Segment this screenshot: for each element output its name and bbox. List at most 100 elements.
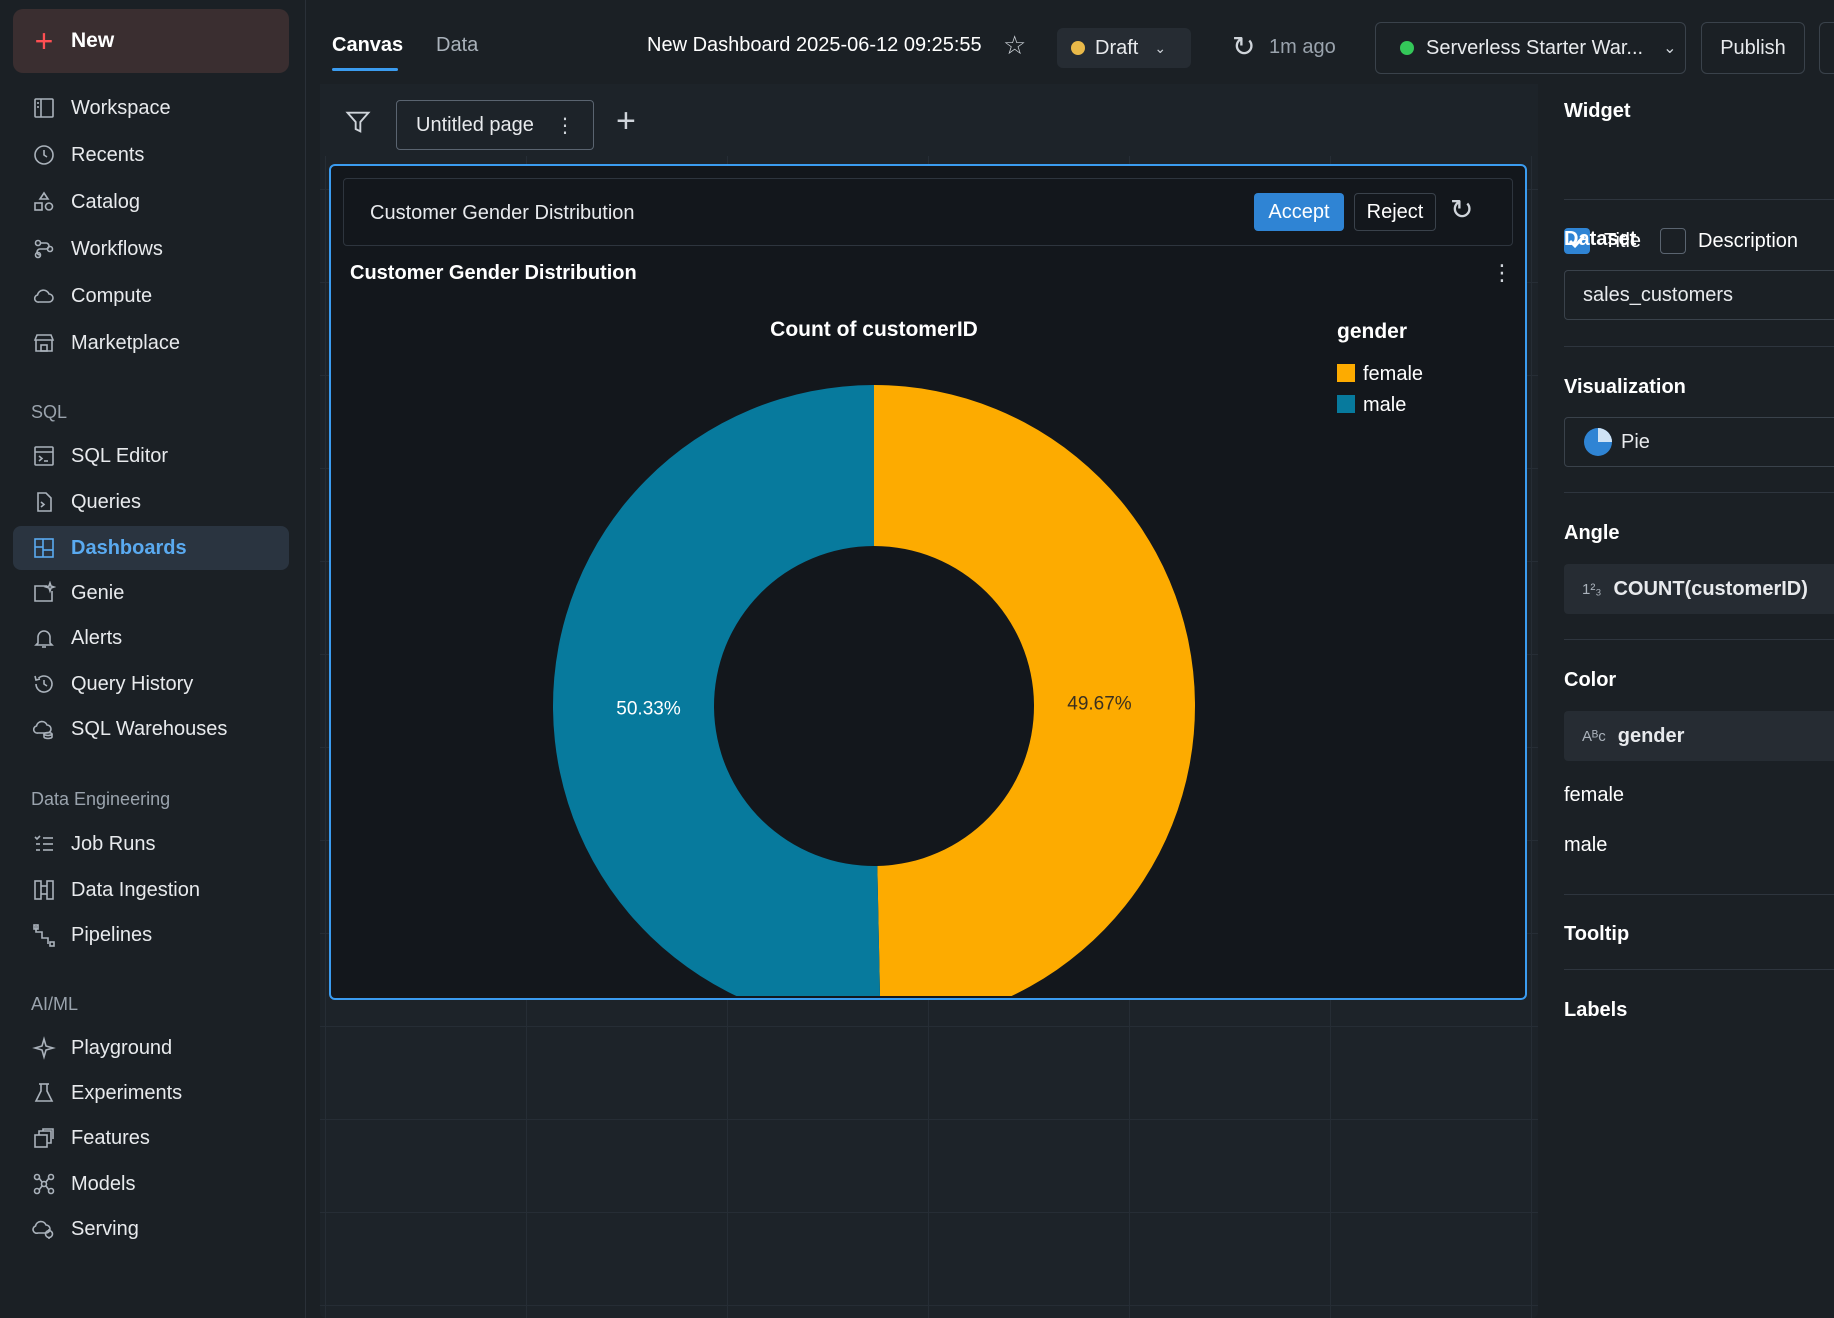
sidebar-item-compute[interactable]: Compute xyxy=(13,274,289,318)
publish-button[interactable]: Publish xyxy=(1701,22,1805,74)
tooltip-heading[interactable]: Tooltip xyxy=(1564,923,1630,945)
section-label-data-engineering: Data Engineering xyxy=(31,789,171,809)
sidebar-item-label: SQL Editor xyxy=(71,444,169,467)
visualization-label: Pie xyxy=(1621,430,1650,453)
tab-data[interactable]: Data xyxy=(436,34,479,56)
sidebar-item-label: Models xyxy=(71,1172,136,1195)
sidebar-item-sql-warehouses[interactable]: SQL Warehouses xyxy=(13,707,289,751)
legend-swatch-male xyxy=(1337,395,1355,413)
reject-button[interactable]: Reject xyxy=(1354,193,1436,231)
sidebar-item-serving[interactable]: Serving xyxy=(13,1207,289,1251)
widget-menu-icon[interactable]: ⋮ xyxy=(1491,260,1513,285)
description-checkbox[interactable] xyxy=(1660,228,1686,254)
color-value-male[interactable]: male xyxy=(1564,834,1608,856)
sidebar-item-dashboards[interactable]: Dashboards xyxy=(13,526,289,570)
workspace-icon xyxy=(31,95,57,121)
serving-icon xyxy=(31,1216,57,1242)
sidebar-item-queries[interactable]: Queries xyxy=(13,480,289,524)
legend-item-male[interactable]: male xyxy=(1363,394,1406,416)
job-runs-icon xyxy=(31,831,57,857)
add-page-icon[interactable]: + xyxy=(616,102,636,140)
draft-status-dot xyxy=(1071,41,1085,55)
sidebar-item-label: Dashboards xyxy=(71,536,187,559)
sql-editor-icon xyxy=(31,443,57,469)
color-value-female[interactable]: female xyxy=(1564,784,1625,806)
regenerate-icon[interactable]: ↻ xyxy=(1450,194,1474,225)
divider xyxy=(1564,639,1834,640)
sidebar-item-experiments[interactable]: Experiments xyxy=(13,1071,289,1115)
sidebar-item-label: Job Runs xyxy=(71,832,156,855)
pie-slice-female[interactable] xyxy=(874,385,1195,996)
sidebar-item-data-ingestion[interactable]: Data Ingestion xyxy=(13,868,289,912)
filter-icon[interactable] xyxy=(344,108,372,142)
catalog-icon xyxy=(31,189,57,215)
dataset-selector[interactable]: sales_customers xyxy=(1564,270,1834,320)
divider xyxy=(1564,969,1834,970)
more-actions-button[interactable] xyxy=(1819,22,1834,74)
section-label-sql: SQL xyxy=(31,402,68,422)
dashboards-icon xyxy=(31,535,57,561)
description-checkbox-label: Description xyxy=(1698,230,1799,252)
sidebar-item-playground[interactable]: Playground xyxy=(13,1026,289,1070)
widget-section-heading: Widget xyxy=(1564,100,1631,122)
sidebar-item-workspace[interactable]: Workspace xyxy=(13,86,289,130)
warehouse-status-dot xyxy=(1400,41,1414,55)
sidebar-item-features[interactable]: Features xyxy=(13,1116,289,1160)
warehouse-selector[interactable]: Serverless Starter War... ⌄ xyxy=(1375,22,1686,74)
sparkle-icon xyxy=(31,1035,57,1061)
sidebar-item-query-history[interactable]: Query History xyxy=(13,662,289,706)
warehouse-label: Serverless Starter War... xyxy=(1426,36,1644,59)
draft-status-dropdown[interactable]: Draft ⌄ xyxy=(1057,28,1191,68)
sidebar-item-job-runs[interactable]: Job Runs xyxy=(13,822,289,866)
string-type-icon: Aᴮc xyxy=(1582,727,1606,745)
dashboard-title[interactable]: New Dashboard 2025-06-12 09:25:55 xyxy=(647,34,982,56)
dashboard-canvas: Untitled page ⋮ + Customer Gender Distri… xyxy=(320,84,1538,1318)
kebab-icon[interactable]: ⋮ xyxy=(555,115,575,137)
page-tab[interactable]: Untitled page ⋮ xyxy=(396,100,594,150)
ai-prompt-text[interactable]: Customer Gender Distribution xyxy=(370,202,635,224)
sidebar: + New Workspace Recents Catalog Workflow… xyxy=(0,0,306,1318)
sidebar-item-workflows[interactable]: Workflows xyxy=(13,227,289,271)
pie-slice-male[interactable] xyxy=(553,385,881,996)
legend-item-female[interactable]: female xyxy=(1363,363,1423,385)
sidebar-item-recents[interactable]: Recents xyxy=(13,133,289,177)
sidebar-item-alerts[interactable]: Alerts xyxy=(13,616,289,660)
sidebar-item-label: Recents xyxy=(71,143,145,166)
refresh-icon[interactable]: ↻ xyxy=(1232,31,1256,62)
chart-subtitle: Count of customerID xyxy=(770,318,978,341)
chart-widget[interactable]: Customer Gender Distribution Accept Reje… xyxy=(329,164,1527,1000)
sidebar-item-pipelines[interactable]: Pipelines xyxy=(13,913,289,957)
color-field-chip[interactable]: Aᴮc gender xyxy=(1564,711,1834,761)
new-button[interactable]: + New xyxy=(13,9,289,73)
color-field-label: gender xyxy=(1617,724,1685,747)
chevron-down-icon: ⌄ xyxy=(1663,40,1677,57)
sidebar-item-label: SQL Warehouses xyxy=(71,717,228,740)
pie-slices: 49.67% 50.33% xyxy=(553,385,1195,996)
workflows-icon xyxy=(31,236,57,262)
title-checkbox-label: Title xyxy=(1604,230,1642,252)
genie-icon xyxy=(31,580,57,606)
visualization-selector[interactable]: Pie xyxy=(1564,417,1834,467)
bell-icon xyxy=(31,625,57,651)
slice-label-male: 50.33% xyxy=(616,698,681,719)
pie-chart-icon xyxy=(1584,428,1612,456)
divider xyxy=(1564,199,1834,200)
flask-icon xyxy=(31,1080,57,1106)
angle-field-chip[interactable]: 1²₃ COUNT(customerID) xyxy=(1564,564,1834,614)
tab-canvas[interactable]: Canvas xyxy=(332,34,404,56)
warehouse-icon xyxy=(31,716,57,742)
sidebar-item-models[interactable]: Models xyxy=(13,1162,289,1206)
star-icon[interactable]: ☆ xyxy=(1003,30,1027,60)
sidebar-item-genie[interactable]: Genie xyxy=(13,571,289,615)
page-tab-label: Untitled page xyxy=(416,113,534,136)
sidebar-item-marketplace[interactable]: Marketplace xyxy=(13,321,289,365)
sidebar-item-label: Pipelines xyxy=(71,923,153,946)
sidebar-item-label: Queries xyxy=(71,490,142,513)
dataset-heading: Dataset xyxy=(1564,228,1637,250)
accept-button[interactable]: Accept xyxy=(1254,193,1344,231)
labels-heading[interactable]: Labels xyxy=(1564,999,1628,1021)
title-checkbox[interactable] xyxy=(1564,228,1590,254)
sidebar-item-catalog[interactable]: Catalog xyxy=(13,180,289,224)
store-icon xyxy=(31,330,57,356)
sidebar-item-sql-editor[interactable]: SQL Editor xyxy=(13,434,289,478)
